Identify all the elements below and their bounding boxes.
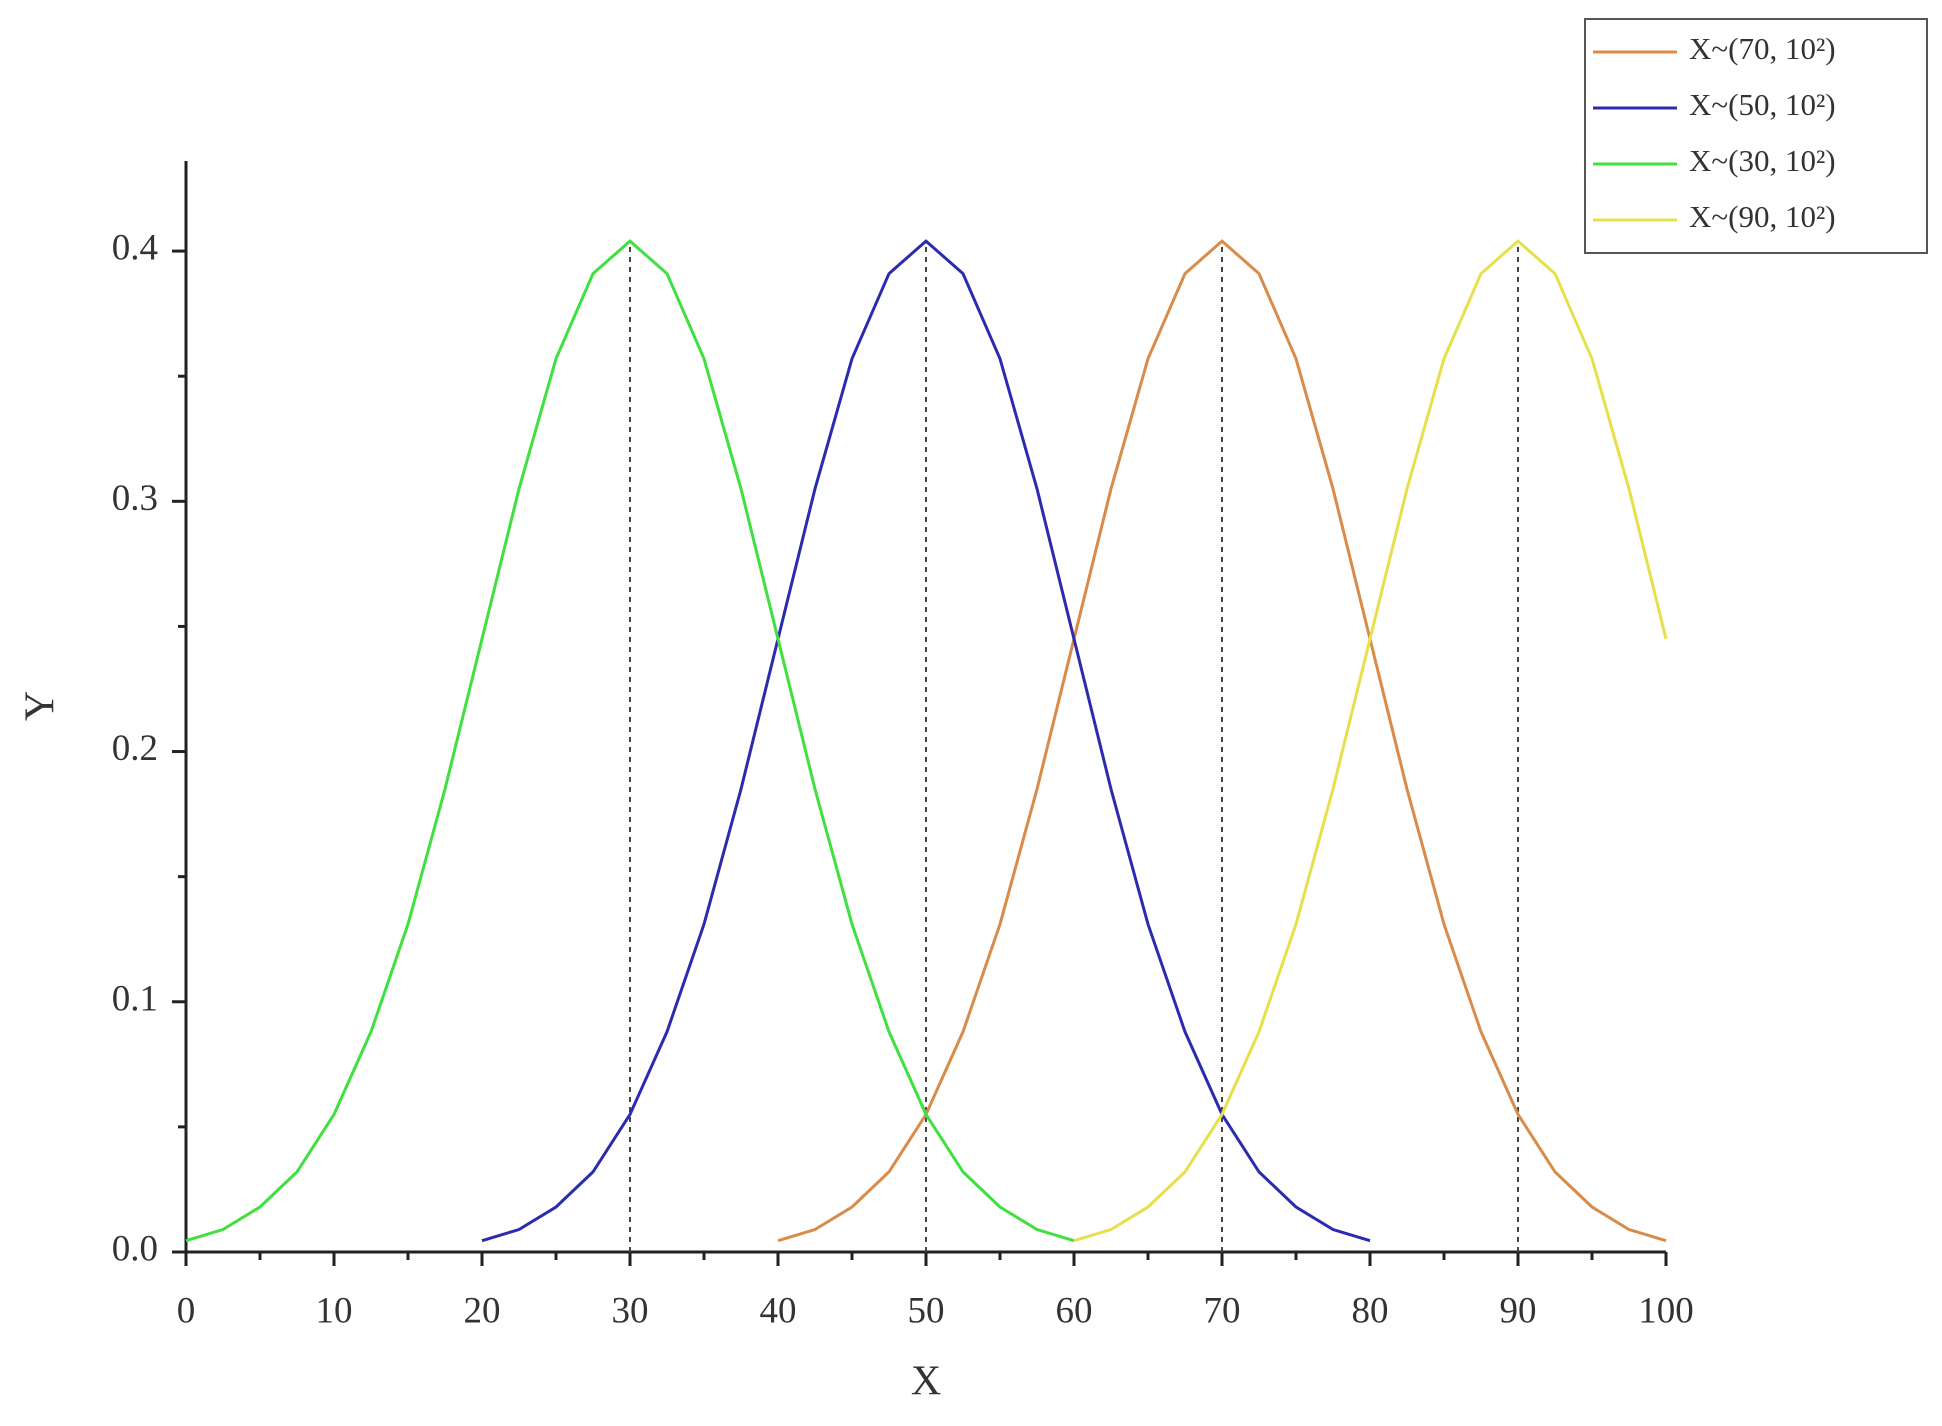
x-tick-label: 10 xyxy=(316,1290,353,1331)
y-tick-label: 0.2 xyxy=(112,728,158,769)
legend-label: X~(70, 10²) xyxy=(1689,31,1836,66)
x-tick-label: 80 xyxy=(1352,1290,1389,1331)
y-axis-label: Y xyxy=(18,691,64,721)
legend-label: X~(30, 10²) xyxy=(1689,143,1836,178)
series-line xyxy=(1073,239,1668,1243)
x-tick-label: 100 xyxy=(1638,1290,1694,1331)
x-tick-label: 30 xyxy=(612,1290,649,1331)
x-tick-label: 40 xyxy=(760,1290,797,1331)
legend-label: X~(90, 10²) xyxy=(1689,199,1836,234)
legend: X~(70, 10²) X~(50, 10²) X~(30, 10²) X~(90, … xyxy=(1584,18,1928,254)
x-tick-label: 50 xyxy=(908,1290,945,1331)
y-tick-label: 0.4 xyxy=(112,228,158,269)
legend-box xyxy=(1584,18,1928,254)
y-tick-label: 0.0 xyxy=(112,1228,158,1269)
x-tick-label: 60 xyxy=(1056,1290,1093,1331)
x-axis-label: X xyxy=(911,1359,941,1405)
x-tick-label: 70 xyxy=(1204,1290,1241,1331)
y-tick-label: 0.3 xyxy=(112,478,158,519)
x-tick-label: 90 xyxy=(1500,1290,1537,1331)
series-line xyxy=(185,239,1075,1243)
y-tick-label: 0.1 xyxy=(112,978,158,1019)
legend-label: X~(50, 10²) xyxy=(1689,87,1836,122)
x-tick-label: 20 xyxy=(464,1290,501,1331)
x-tick-label: 0 xyxy=(177,1290,196,1331)
